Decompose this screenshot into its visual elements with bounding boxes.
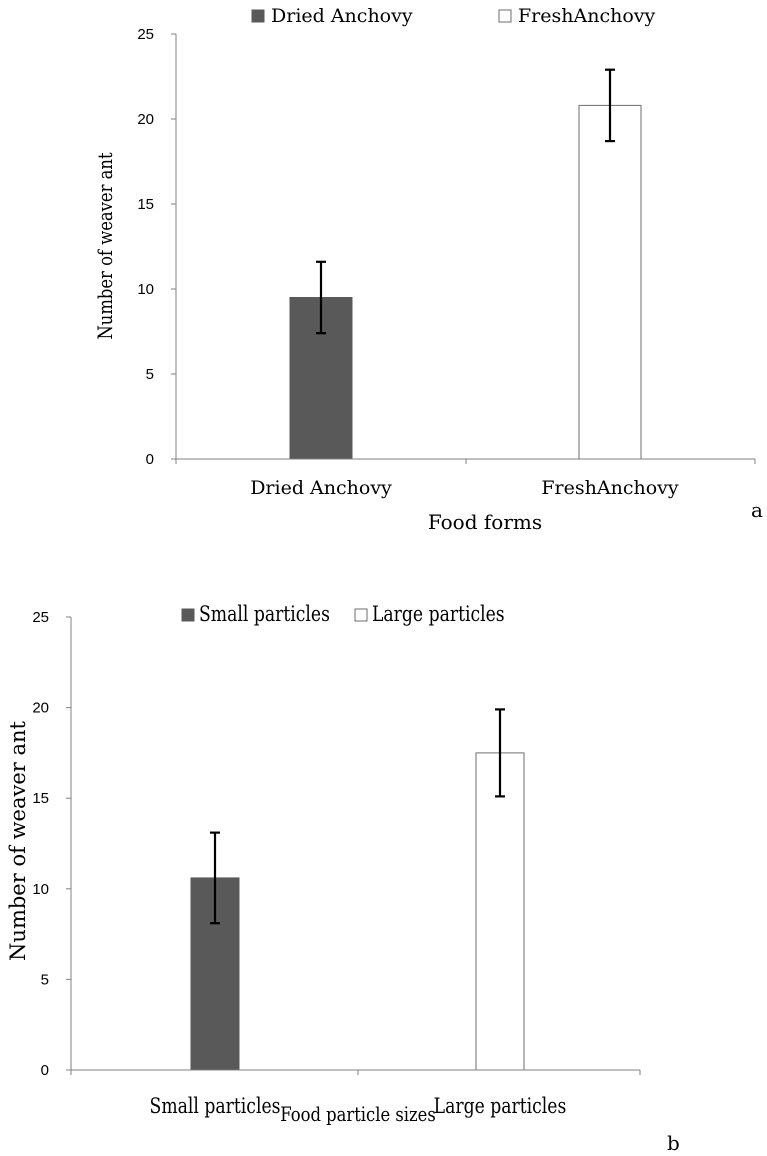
y-tick-label-a: 5 (146, 366, 154, 383)
x-axis-label-b: Food particle sizes (280, 1104, 435, 1127)
y-tick-label-b: 20 (32, 700, 49, 717)
legend-label-b-small-particles: Small particles (199, 601, 330, 626)
bar-a-freshanchovy (578, 104, 642, 460)
bar-b-large-particles (475, 752, 525, 1071)
x-tick-label-a-dried-anchovy: Dried Anchovy (250, 477, 392, 499)
y-axis-label-b: Number of weaver ant (6, 720, 30, 960)
y-axis-label-a: Number of weaver ant (95, 152, 118, 340)
legend-label-a-dried-anchovy: Dried Anchovy (271, 5, 413, 27)
y-tick-label-a: 0 (146, 451, 154, 468)
y-tick-label-b: 5 (41, 971, 49, 988)
legend-label-b-large-particles: Large particles (372, 601, 505, 626)
x-tick-label-b-small-particles: Small particles (150, 1093, 281, 1118)
error-bar-a-dried-anchovy (316, 260, 326, 335)
y-tick-label-b: 0 (41, 1062, 49, 1079)
x-axis-label-a: Food forms (428, 510, 542, 534)
y-tick-label-b: 10 (32, 881, 49, 898)
chart-b: 0 5 10 15 20 25 Small particles Large particles… (6, 601, 680, 1155)
x-tick-label-a-freshanchovy: FreshAnchovy (541, 477, 679, 499)
y-tick-label-a: 10 (137, 281, 154, 298)
y-tick-label-a: 20 (137, 111, 154, 128)
y-tick-label-b: 25 (32, 609, 49, 626)
legend-b: Small particles Large particles (181, 601, 505, 626)
error-bar-b-small-particles (210, 831, 220, 925)
legend-label-a-freshanchovy: FreshAnchovy (518, 5, 656, 27)
chart-a: 0 5 10 15 20 25 Dried Anchovy FreshAnchovy Drie… (95, 5, 763, 534)
legend-swatch-a-freshanchovy (498, 9, 512, 23)
x-tick-label-b-large-particles: Large particles (434, 1093, 567, 1118)
legend-swatch-b-large-particles (354, 608, 368, 622)
error-bar-b-large-particles (495, 708, 505, 798)
y-tick-label-a: 15 (137, 196, 154, 213)
legend-a: Dried Anchovy FreshAnchovy (251, 5, 656, 27)
legend-swatch-b-small-particles (181, 608, 195, 622)
y-tick-label-a: 25 (137, 26, 154, 43)
error-bar-a-freshanchovy (605, 68, 615, 143)
panel-label-b: b (667, 1131, 680, 1155)
panel-label-a: a (751, 498, 763, 522)
legend-swatch-a-dried-anchovy (251, 9, 265, 23)
y-tick-label-b: 15 (32, 790, 49, 807)
